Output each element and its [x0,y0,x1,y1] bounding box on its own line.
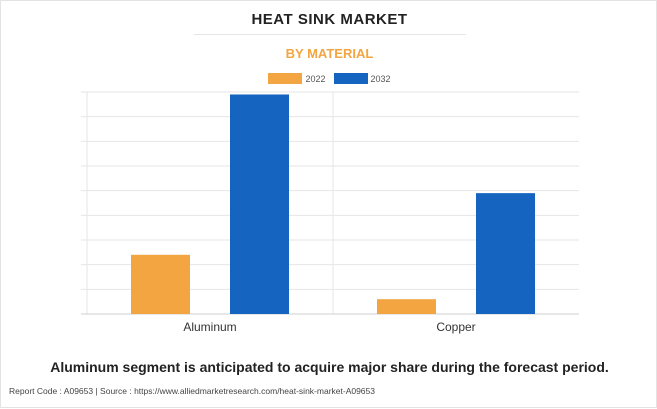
bar-copper-2022 [377,299,436,314]
title-divider [194,34,466,35]
legend-swatch-2022 [268,73,303,84]
report-footer: Report Code : A09653 | Source : https://… [9,386,375,396]
chart-caption: Aluminum segment is anticipated to acqui… [50,359,609,375]
bar-copper-2032 [476,193,535,314]
chart-title: HEAT SINK MARKET [251,11,408,28]
x-tick-label: Copper [436,320,475,334]
legend-item-2022[interactable]: 2022 [268,73,326,84]
legend-swatch-2032 [333,73,368,84]
legend-label-2022: 2022 [305,73,326,84]
legend-item-2032[interactable]: 2032 [333,73,391,84]
chart-subtitle: BY MATERIAL [285,46,374,61]
x-tick-label: Aluminum [183,320,236,334]
bar-aluminum-2022 [131,254,190,314]
chart-legend: 2022 2032 [1,73,657,84]
bar-aluminum-2032 [230,94,289,314]
legend-label-2032: 2032 [370,73,391,84]
